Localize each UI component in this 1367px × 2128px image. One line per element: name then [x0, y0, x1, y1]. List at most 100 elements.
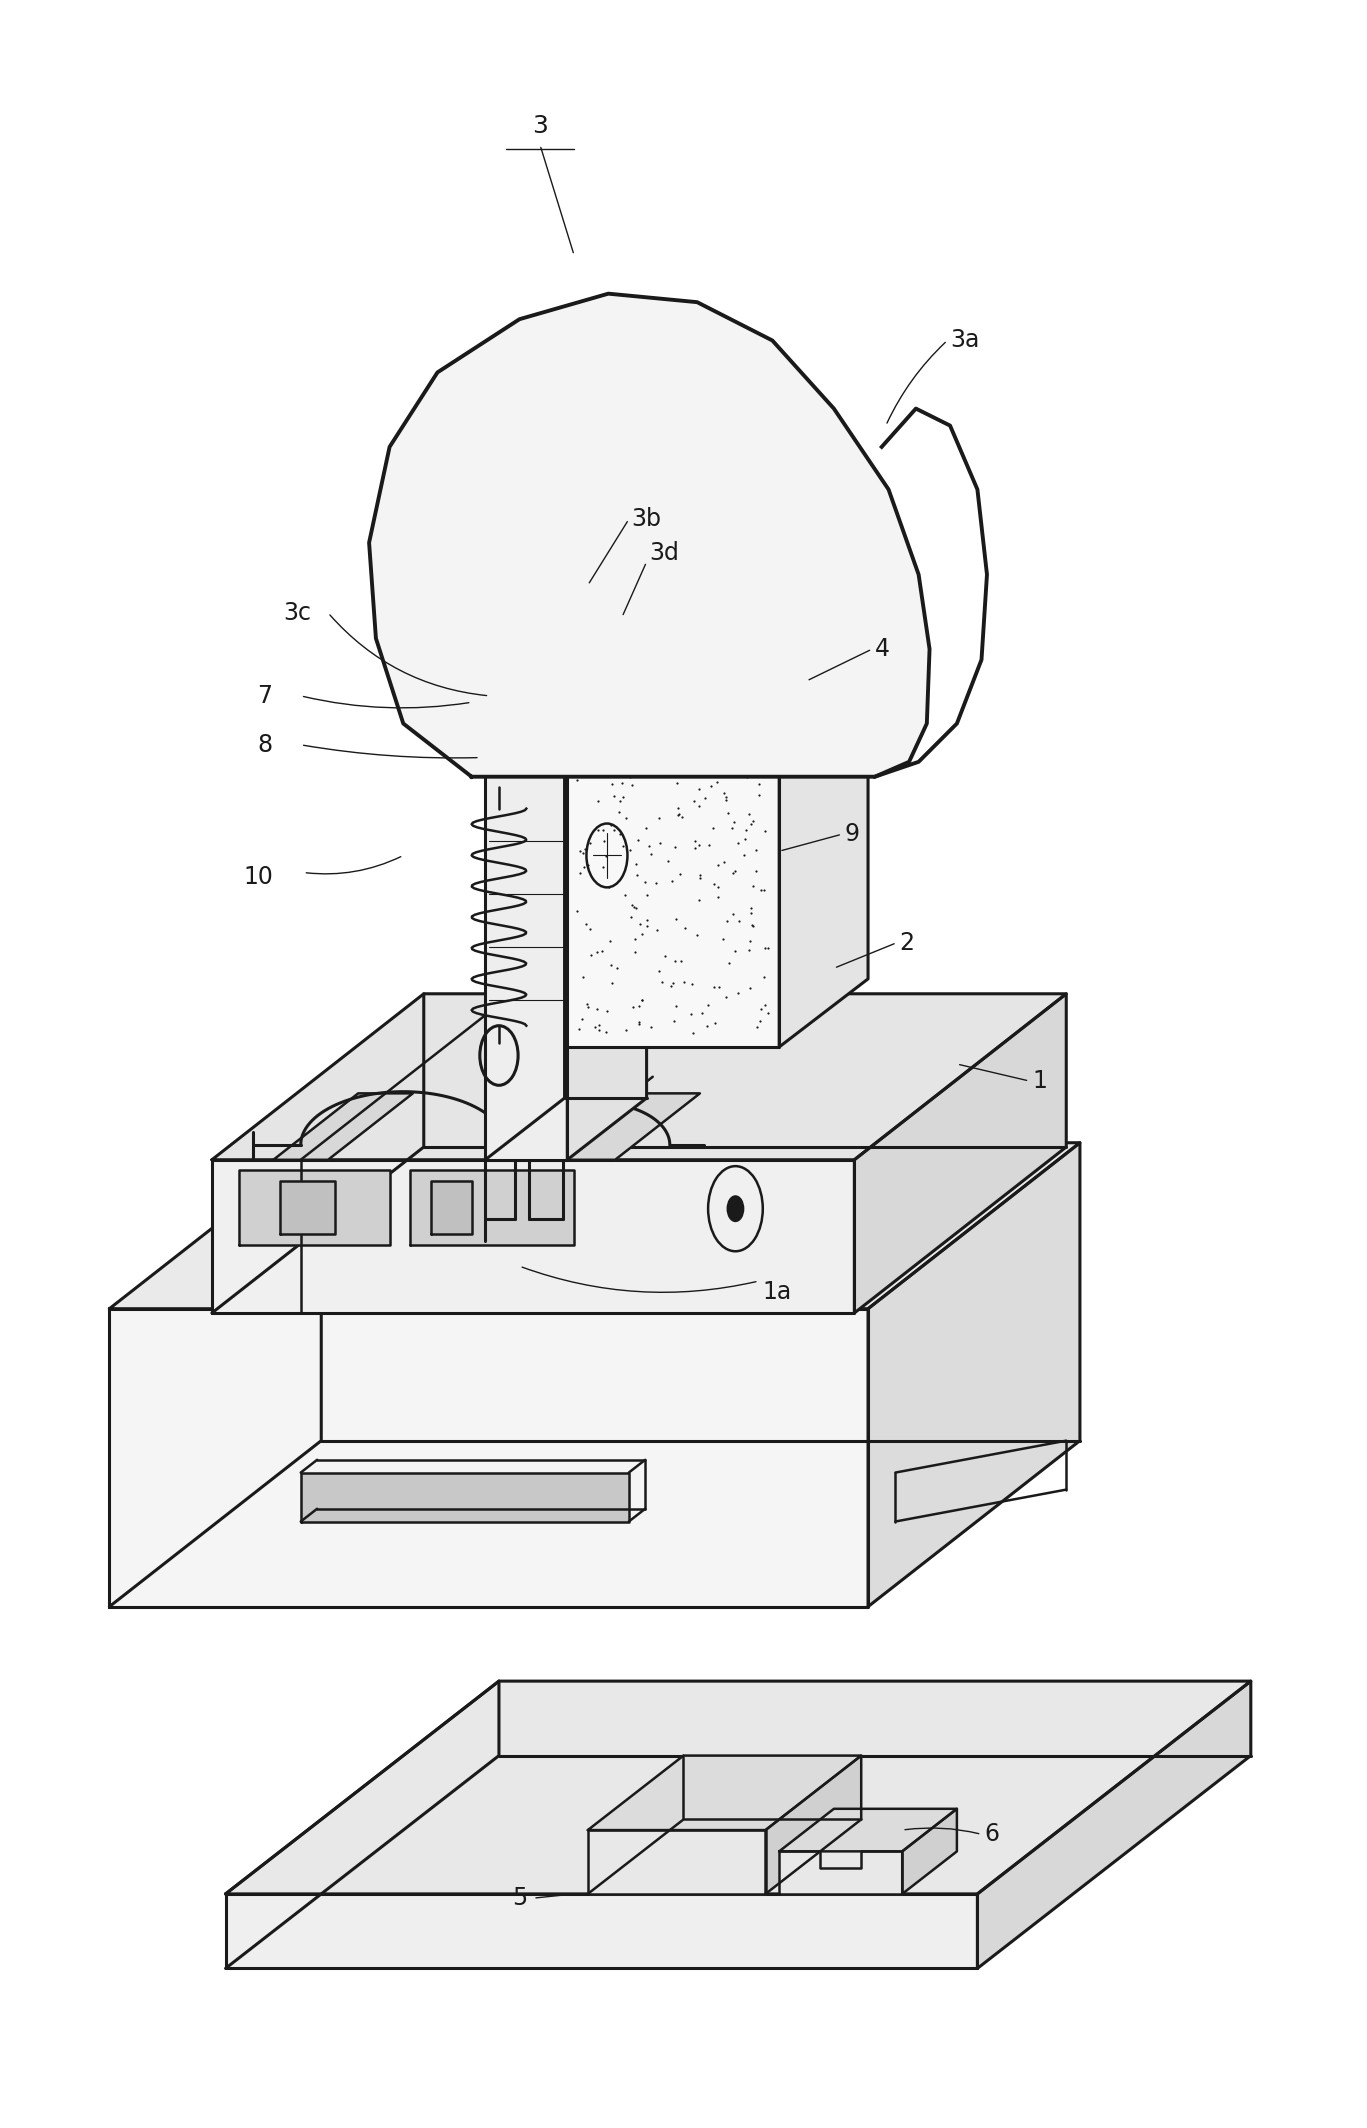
Point: [688, 828, 709, 862]
Point: [614, 730, 636, 764]
Point: [740, 896, 761, 930]
Point: [636, 879, 658, 913]
Point: [689, 858, 711, 892]
Polygon shape: [902, 1809, 957, 1894]
Point: [755, 930, 776, 964]
Text: 1a: 1a: [763, 1279, 791, 1304]
Point: [715, 779, 737, 813]
Point: [570, 1002, 592, 1036]
Point: [718, 796, 740, 830]
Point: [671, 800, 693, 834]
Point: [689, 862, 711, 896]
Text: 10: 10: [243, 864, 273, 890]
Point: [629, 907, 651, 941]
Point: [745, 853, 767, 887]
Polygon shape: [567, 728, 779, 1047]
Point: [648, 800, 670, 834]
Polygon shape: [239, 1170, 390, 1245]
Point: [673, 966, 694, 1000]
Point: [723, 804, 745, 838]
Point: [707, 849, 729, 883]
Polygon shape: [280, 1181, 335, 1234]
Point: [630, 917, 652, 951]
Point: [664, 990, 686, 1024]
Point: [630, 983, 652, 1017]
Point: [663, 1004, 685, 1038]
Point: [670, 943, 692, 977]
Point: [666, 734, 688, 768]
Point: [611, 741, 633, 775]
Text: 3d: 3d: [649, 541, 679, 566]
Point: [582, 741, 604, 775]
Point: [567, 1011, 589, 1045]
Point: [621, 887, 642, 921]
Point: [599, 924, 621, 958]
Point: [627, 1004, 649, 1038]
Polygon shape: [567, 694, 647, 1160]
Point: [633, 745, 655, 779]
Point: [629, 1007, 651, 1041]
Point: [753, 960, 775, 994]
Point: [750, 872, 772, 907]
Point: [733, 838, 755, 872]
Point: [636, 909, 658, 943]
Point: [597, 870, 619, 904]
Point: [606, 951, 627, 985]
Point: [664, 945, 686, 979]
Point: [727, 904, 749, 938]
Point: [600, 947, 622, 981]
Point: [595, 838, 617, 872]
Point: [629, 990, 651, 1024]
Point: [626, 892, 648, 926]
Point: [573, 849, 595, 883]
Polygon shape: [273, 1094, 413, 1160]
Point: [625, 934, 647, 968]
Polygon shape: [212, 1160, 854, 1313]
Text: 9: 9: [845, 821, 860, 847]
Point: [686, 917, 708, 951]
Polygon shape: [226, 1894, 977, 1968]
Point: [660, 970, 682, 1004]
Point: [619, 760, 641, 794]
Text: 3a: 3a: [950, 328, 979, 353]
Point: [586, 934, 608, 968]
Point: [740, 924, 761, 958]
Point: [664, 830, 686, 864]
Polygon shape: [854, 994, 1066, 1313]
Point: [604, 732, 626, 766]
Point: [735, 813, 757, 847]
Point: [746, 1011, 768, 1045]
Point: [593, 824, 615, 858]
Point: [723, 734, 745, 768]
Point: [574, 907, 596, 941]
Point: [601, 966, 623, 1000]
Polygon shape: [567, 660, 868, 728]
Point: [703, 970, 725, 1004]
Point: [684, 830, 705, 864]
Point: [712, 921, 734, 955]
Point: [601, 751, 623, 785]
Point: [740, 970, 761, 1004]
Point: [622, 768, 644, 802]
Point: [718, 945, 740, 979]
Point: [689, 883, 711, 917]
Polygon shape: [485, 694, 647, 755]
Point: [714, 775, 735, 809]
Point: [735, 760, 757, 794]
Polygon shape: [588, 1756, 861, 1830]
Polygon shape: [212, 994, 1066, 1160]
Point: [626, 824, 648, 858]
Point: [667, 792, 689, 826]
Point: [580, 938, 601, 972]
Point: [725, 853, 746, 887]
Text: 8: 8: [257, 732, 272, 758]
Point: [707, 766, 729, 800]
Point: [681, 755, 703, 789]
Point: [618, 726, 640, 760]
Point: [689, 789, 711, 824]
Point: [638, 828, 660, 862]
Polygon shape: [485, 755, 567, 1160]
Polygon shape: [431, 1181, 472, 1234]
Point: [582, 743, 604, 777]
Point: [612, 781, 634, 815]
